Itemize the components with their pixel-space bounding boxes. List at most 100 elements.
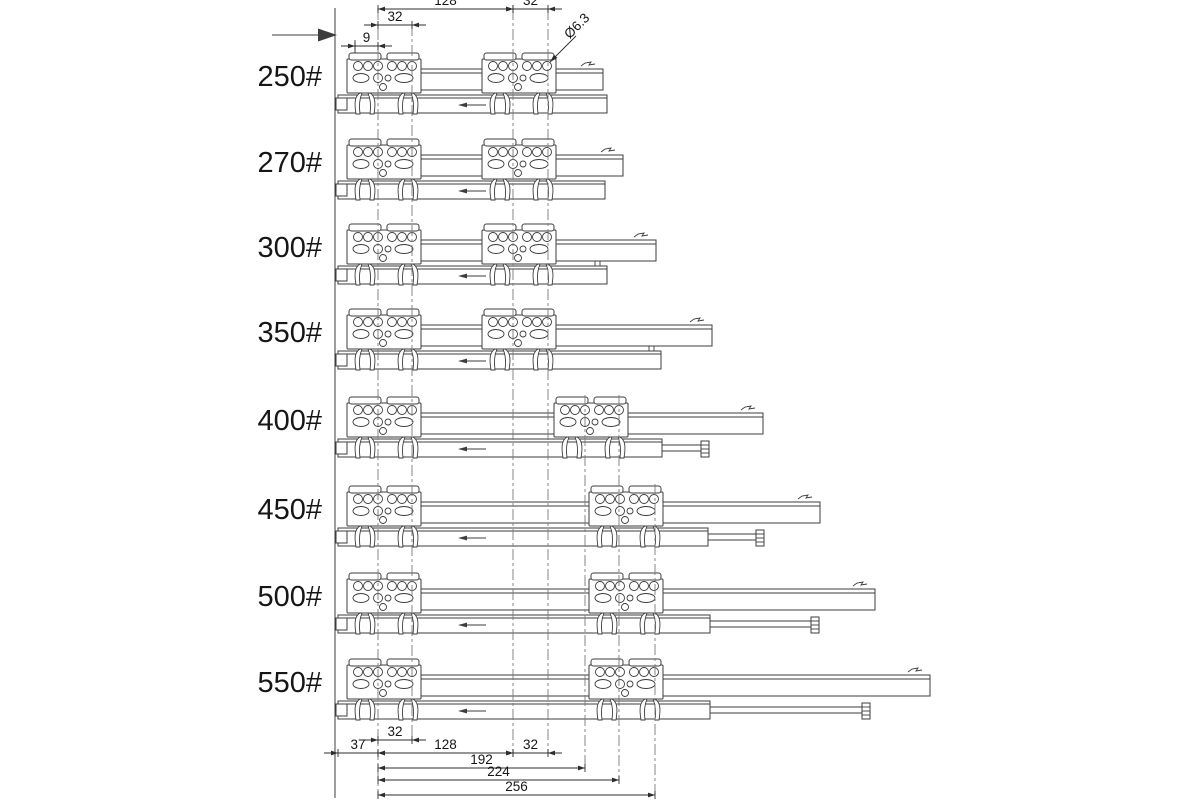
screw-hole xyxy=(397,581,407,591)
dimension-value: 256 xyxy=(505,779,528,794)
dimension-256: 256 xyxy=(377,779,656,799)
slot-hole xyxy=(394,679,414,689)
screw-hole xyxy=(387,317,397,327)
screw-hole xyxy=(626,680,634,688)
screw-hole xyxy=(621,603,629,611)
dimension-value: 32 xyxy=(387,724,402,739)
screw-hole xyxy=(384,160,392,168)
screw-hole xyxy=(595,581,605,591)
screw-hole xyxy=(586,427,594,435)
slot-hole xyxy=(352,73,370,83)
row-label-270: 270# xyxy=(257,147,322,179)
screw-hole xyxy=(649,494,659,504)
slot-hole xyxy=(601,417,621,427)
screw-hole xyxy=(397,494,407,504)
screw-hole xyxy=(522,232,532,242)
rail-end-mark xyxy=(907,667,923,673)
screw-hole xyxy=(397,667,407,677)
slot-hole xyxy=(352,593,370,603)
extension-end-fitting xyxy=(810,616,820,634)
screw-hole xyxy=(353,581,363,591)
mounting-bracket xyxy=(346,658,422,700)
screw-hole xyxy=(626,594,634,602)
screw-hole xyxy=(353,494,363,504)
screw-hole xyxy=(615,581,625,591)
screw-hole xyxy=(379,169,387,177)
screw-hole xyxy=(649,667,659,677)
screw-hole xyxy=(639,494,649,504)
rail-clip xyxy=(354,263,376,286)
screw-hole xyxy=(397,147,407,157)
dimension-128: 128 xyxy=(377,737,514,757)
mounting-bracket xyxy=(346,396,422,438)
screw-hole xyxy=(363,147,373,157)
rail-clip xyxy=(354,348,376,371)
screw-hole xyxy=(615,667,625,677)
screw-hole xyxy=(514,339,522,347)
screw-hole xyxy=(532,317,542,327)
screw-hole xyxy=(363,581,373,591)
screw-hole xyxy=(629,494,639,504)
rail-clip xyxy=(604,436,626,459)
slot-hole xyxy=(394,73,414,83)
screw-hole xyxy=(649,581,659,591)
screw-hole xyxy=(498,232,508,242)
screw-hole xyxy=(387,61,397,71)
mounting-bracket xyxy=(481,138,557,180)
screw-hole xyxy=(615,679,625,689)
slide-direction-arrow xyxy=(458,358,467,364)
screw-hole xyxy=(384,680,392,688)
rail-clip xyxy=(596,525,618,548)
dimension-value: 192 xyxy=(470,752,493,767)
screw-hole xyxy=(615,506,625,516)
slide-direction-arrow xyxy=(458,188,467,194)
extension-end-fitting xyxy=(861,702,871,720)
slot-hole xyxy=(487,244,505,254)
screw-hole xyxy=(514,169,522,177)
screw-hole xyxy=(629,667,639,677)
screw-hole xyxy=(519,160,527,168)
screw-hole xyxy=(621,689,629,697)
screw-hole xyxy=(629,581,639,591)
rail-front-cap xyxy=(335,268,348,282)
rail-clip xyxy=(489,178,511,201)
mounting-bracket xyxy=(346,572,422,614)
rail-end-mark xyxy=(600,147,616,153)
screw-hole xyxy=(363,61,373,71)
rail-clip xyxy=(596,612,618,635)
dimension-32: 32 xyxy=(364,724,426,744)
rail-clip xyxy=(397,348,419,371)
rail-end-mark xyxy=(580,61,596,67)
screw-hole xyxy=(532,147,542,157)
dimension-9: 9 xyxy=(341,30,392,50)
screw-hole xyxy=(514,254,522,262)
screw-hole xyxy=(353,667,363,677)
slot-hole xyxy=(352,417,370,427)
screw-hole xyxy=(605,494,615,504)
slot-hole xyxy=(487,73,505,83)
screw-hole xyxy=(379,603,387,611)
mounting-bracket xyxy=(588,485,664,527)
screw-hole xyxy=(353,317,363,327)
screw-hole xyxy=(363,405,373,415)
screw-hole xyxy=(384,330,392,338)
rail-front-cap xyxy=(335,183,348,197)
rail-clip xyxy=(397,525,419,548)
screw-hole xyxy=(532,61,542,71)
screw-hole xyxy=(397,61,407,71)
rail-end-mark xyxy=(740,405,756,411)
screw-hole xyxy=(387,405,397,415)
slide-row-550 xyxy=(335,658,931,721)
mounting-bracket xyxy=(346,52,422,94)
mounting-bracket xyxy=(553,396,629,438)
dimension-value: 128 xyxy=(434,737,457,752)
screw-hole xyxy=(353,61,363,71)
screw-hole xyxy=(595,494,605,504)
rail-clip xyxy=(397,263,419,286)
screw-hole xyxy=(542,317,552,327)
dimension-value: 128 xyxy=(434,0,457,8)
rail-front-cap xyxy=(335,703,348,717)
screw-hole xyxy=(384,418,392,426)
screw-hole xyxy=(519,245,527,253)
